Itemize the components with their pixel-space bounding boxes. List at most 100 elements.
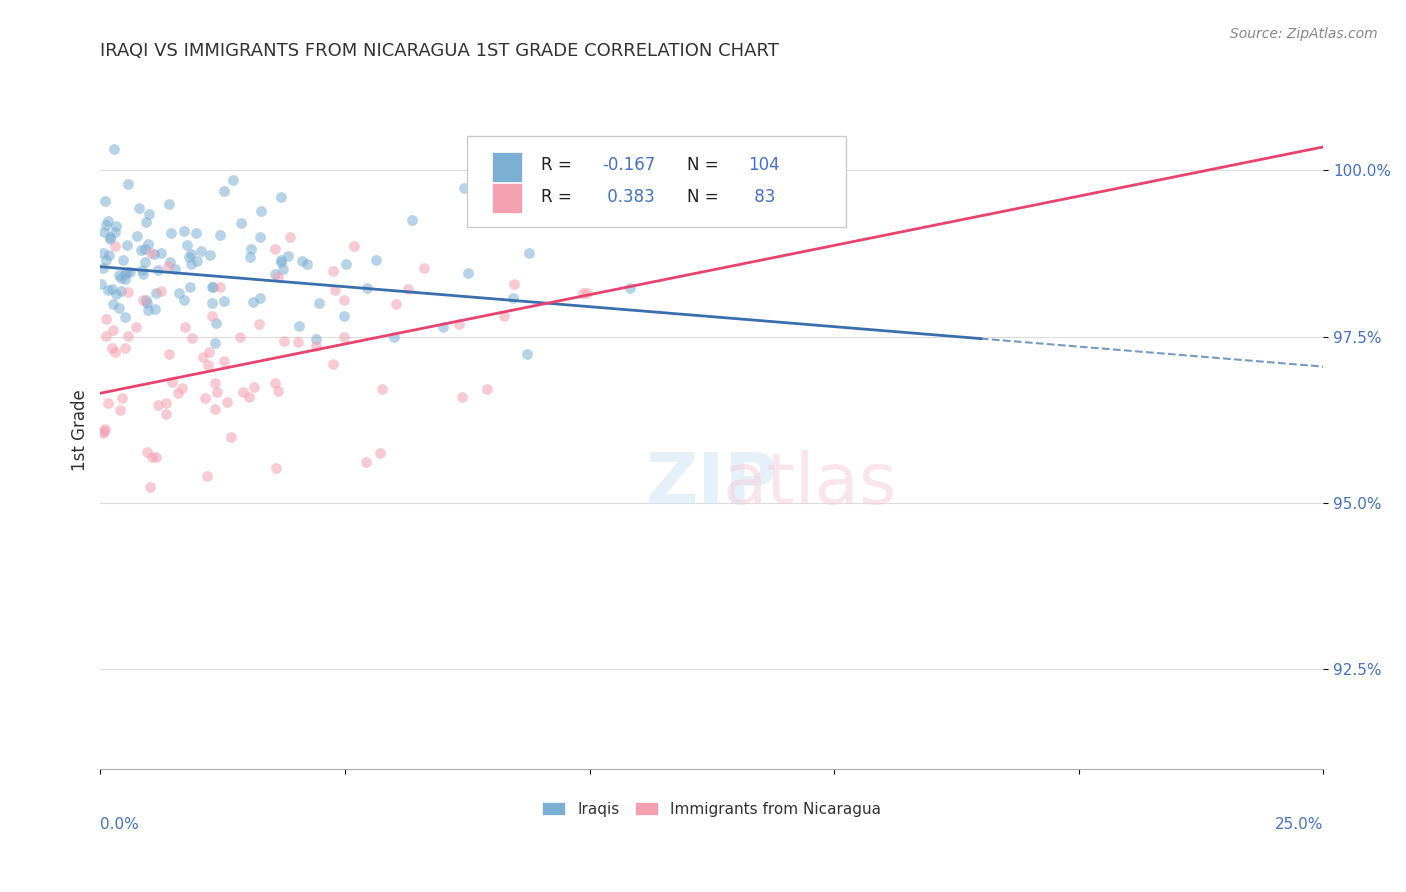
Point (117, 177, 139, 191)
Point (146, 263, 169, 277)
Point (143, 247, 166, 261)
Point (449, 317, 471, 331)
Point (110, 403, 132, 417)
FancyBboxPatch shape (492, 183, 522, 212)
Point (114, 310, 136, 325)
Point (575, 286, 598, 301)
Point (368, 446, 391, 460)
Point (208, 228, 231, 243)
Point (131, 267, 153, 281)
FancyBboxPatch shape (467, 136, 846, 227)
Point (332, 309, 354, 323)
Point (222, 173, 245, 187)
Point (97, 395, 120, 409)
Point (128, 201, 150, 215)
Point (108, 301, 131, 315)
Point (96, 253, 118, 268)
Point (134, 254, 156, 268)
Point (179, 279, 201, 293)
Point (295, 257, 318, 271)
Point (145, 450, 167, 464)
Point (204, 335, 226, 350)
Point (267, 270, 290, 285)
Point (308, 295, 330, 310)
Point (131, 262, 153, 277)
Point (115, 265, 138, 279)
Point (101, 341, 124, 355)
Point (117, 238, 139, 252)
Point (97, 248, 120, 262)
Text: Source: ZipAtlas.com: Source: ZipAtlas.com (1230, 27, 1378, 41)
Y-axis label: 1st Grade: 1st Grade (72, 389, 89, 471)
Point (134, 242, 156, 256)
Point (190, 244, 212, 259)
Text: 0.383: 0.383 (602, 188, 655, 206)
Point (167, 286, 190, 301)
Point (110, 271, 132, 285)
Point (198, 248, 221, 262)
Point (201, 295, 224, 310)
Point (204, 376, 226, 391)
Text: 0.0%: 0.0% (100, 817, 139, 832)
Point (232, 385, 254, 400)
Point (502, 291, 524, 305)
Point (138, 207, 160, 221)
Point (264, 267, 287, 281)
Point (112, 252, 135, 267)
Point (264, 242, 287, 256)
Point (174, 319, 197, 334)
Point (93, 424, 115, 438)
Text: 104: 104 (748, 156, 780, 174)
Point (396, 282, 419, 296)
Point (516, 346, 538, 360)
Point (135, 296, 157, 310)
Point (110, 284, 132, 298)
Point (322, 357, 344, 371)
Point (93, 260, 115, 275)
Text: atlas: atlas (723, 450, 897, 518)
Point (401, 213, 423, 227)
Point (247, 318, 270, 332)
Point (457, 266, 479, 280)
Text: N =: N = (688, 188, 718, 206)
Point (135, 215, 157, 229)
Point (93, 225, 115, 239)
Point (160, 226, 183, 240)
Point (270, 253, 292, 268)
Point (208, 279, 231, 293)
Text: N =: N = (688, 156, 718, 174)
Point (141, 450, 163, 465)
Point (159, 347, 181, 361)
Point (453, 181, 475, 195)
Point (231, 216, 253, 230)
Point (291, 254, 314, 268)
Point (201, 279, 224, 293)
Point (204, 402, 226, 417)
Point (619, 281, 641, 295)
Point (98, 231, 121, 245)
Point (413, 260, 436, 275)
Point (451, 390, 474, 404)
Point (287, 335, 309, 350)
Point (180, 246, 202, 260)
Point (104, 345, 127, 359)
Point (159, 255, 181, 269)
Point (177, 250, 200, 264)
Legend: Iraqis, Immigrants from Nicaragua: Iraqis, Immigrants from Nicaragua (536, 796, 887, 822)
Point (129, 243, 152, 257)
Point (215, 395, 238, 409)
Point (173, 223, 195, 237)
Point (212, 294, 235, 309)
Point (149, 245, 172, 260)
Point (356, 281, 378, 295)
Point (131, 293, 153, 307)
Point (117, 285, 139, 299)
Point (588, 170, 610, 185)
Point (250, 203, 273, 218)
Point (371, 382, 394, 396)
Point (146, 398, 169, 412)
Point (205, 316, 228, 330)
Text: R =: R = (540, 188, 576, 206)
Point (184, 227, 207, 241)
Point (94, 329, 117, 343)
